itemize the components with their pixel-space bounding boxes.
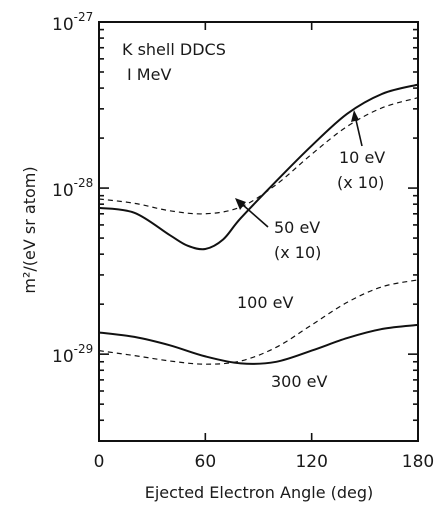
y-tick-label: 10-28: [52, 176, 93, 201]
plot-area: [98, 83, 419, 365]
leader-10ev: [355, 119, 363, 147]
x-tick-label: 180: [402, 452, 434, 472]
series-label-100ev: 100 eV: [237, 293, 293, 312]
arrowhead-50ev: [235, 198, 246, 210]
series-label-10ev-line1: 10 eV: [339, 148, 385, 167]
axes: 0 60 120 180 10-29 10-28 10-27: [52, 10, 434, 472]
series-line-0: [98, 97, 419, 215]
series-line-3: [98, 323, 419, 365]
series-label-50ev-line1: 50 eV: [274, 218, 320, 237]
y-tick-label: 10-29: [52, 342, 93, 367]
x-tick-label: 120: [295, 452, 327, 472]
labels: K shell DDCS I MeV Ejected Electron Angl…: [20, 40, 385, 502]
arrowhead-10ev: [351, 110, 359, 122]
series-line-1: [98, 83, 419, 251]
annotation-line-2: I MeV: [127, 65, 171, 84]
leader-50ev: [242, 204, 269, 228]
x-axis-title: Ejected Electron Angle (deg): [145, 483, 374, 502]
x-tick-label: 0: [94, 452, 105, 472]
plot-frame: [98, 21, 419, 442]
y-axis-title: m²/(eV sr atom): [20, 166, 39, 293]
series-label-10ev-line2: (x 10): [337, 173, 384, 192]
series-label-300ev: 300 eV: [271, 372, 327, 391]
x-tick-label: 60: [195, 452, 217, 472]
series-label-50ev-line2: (x 10): [274, 243, 321, 262]
annotation-line-1: K shell DDCS: [122, 40, 226, 59]
y-tick-label: 10-27: [52, 10, 93, 35]
